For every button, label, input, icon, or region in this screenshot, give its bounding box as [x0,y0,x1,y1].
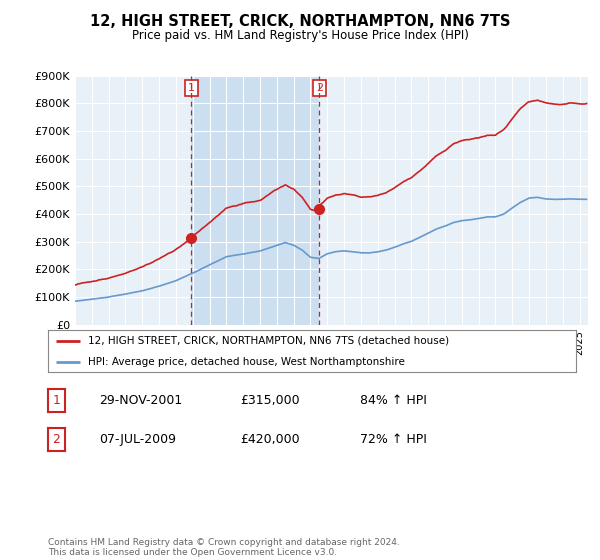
Text: 2: 2 [316,83,323,93]
Text: Price paid vs. HM Land Registry's House Price Index (HPI): Price paid vs. HM Land Registry's House … [131,29,469,42]
Text: 29-NOV-2001: 29-NOV-2001 [99,394,182,407]
Text: Contains HM Land Registry data © Crown copyright and database right 2024.
This d: Contains HM Land Registry data © Crown c… [48,538,400,557]
Text: HPI: Average price, detached house, West Northamptonshire: HPI: Average price, detached house, West… [88,357,404,367]
Text: 1: 1 [52,394,61,407]
Text: 07-JUL-2009: 07-JUL-2009 [99,433,176,446]
Text: 1: 1 [188,83,195,93]
Text: 12, HIGH STREET, CRICK, NORTHAMPTON, NN6 7TS (detached house): 12, HIGH STREET, CRICK, NORTHAMPTON, NN6… [88,336,449,346]
Text: £420,000: £420,000 [240,433,299,446]
Text: 12, HIGH STREET, CRICK, NORTHAMPTON, NN6 7TS: 12, HIGH STREET, CRICK, NORTHAMPTON, NN6… [90,14,510,29]
Text: 84% ↑ HPI: 84% ↑ HPI [360,394,427,407]
Text: £315,000: £315,000 [240,394,299,407]
Bar [191,76,319,325]
Text: 72% ↑ HPI: 72% ↑ HPI [360,433,427,446]
Text: 2: 2 [52,433,61,446]
